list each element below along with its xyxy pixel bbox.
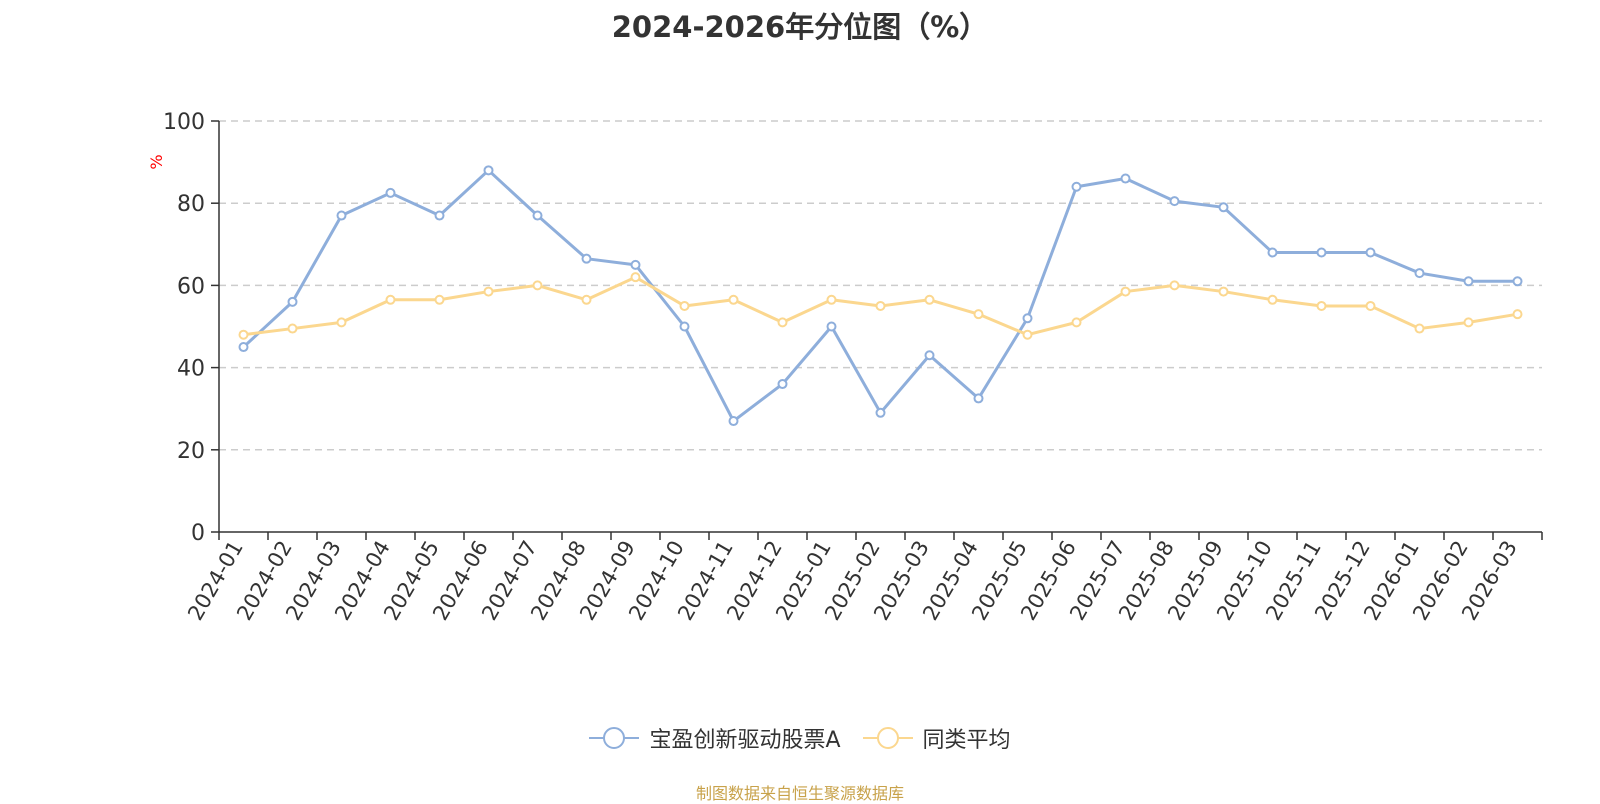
data-point-series-1[interactable] <box>728 294 739 305</box>
data-point-series-1[interactable] <box>679 300 690 311</box>
data-point-series-1[interactable] <box>483 286 494 297</box>
data-point-series-1[interactable] <box>973 309 984 320</box>
chart-title: 2024-2026年分位图（%） <box>611 10 989 44</box>
data-point-series-1[interactable] <box>1218 286 1229 297</box>
data-point-series-0[interactable] <box>483 165 494 176</box>
data-point-series-0[interactable] <box>1267 247 1278 258</box>
data-point-series-0[interactable] <box>1022 313 1033 324</box>
data-point-series-1[interactable] <box>1463 317 1474 328</box>
data-point-series-1[interactable] <box>630 272 641 283</box>
data-point-series-0[interactable] <box>532 210 543 221</box>
data-point-series-1[interactable] <box>385 294 396 305</box>
data-point-series-1[interactable] <box>1267 294 1278 305</box>
data-point-series-0[interactable] <box>287 296 298 307</box>
y-tick-label: 40 <box>177 357 205 382</box>
data-point-series-0[interactable] <box>238 342 249 353</box>
data-point-series-1[interactable] <box>924 294 935 305</box>
data-point-series-1[interactable] <box>875 300 886 311</box>
data-point-series-0[interactable] <box>1512 276 1523 287</box>
data-point-series-0[interactable] <box>875 407 886 418</box>
series-line-0 <box>242 168 1518 423</box>
data-point-series-1[interactable] <box>581 294 592 305</box>
data-point-series-0[interactable] <box>336 210 347 221</box>
data-point-series-0[interactable] <box>434 210 445 221</box>
legend-label: 同类平均 <box>922 728 1011 753</box>
data-point-series-1[interactable] <box>434 294 445 305</box>
data-point-series-0[interactable] <box>1120 173 1131 184</box>
data-point-series-0[interactable] <box>1365 247 1376 258</box>
data-point-series-1[interactable] <box>777 317 788 328</box>
data-point-series-1[interactable] <box>826 294 837 305</box>
data-point-series-1[interactable] <box>1169 280 1180 291</box>
data-point-series-1[interactable] <box>1512 309 1523 320</box>
data-point-series-1[interactable] <box>1022 329 1033 340</box>
y-axis-label: % <box>147 154 166 169</box>
data-point-series-0[interactable] <box>630 259 641 270</box>
source-note: 制图数据来自恒生聚源数据库 <box>695 784 904 803</box>
y-tick-label: 60 <box>177 274 205 299</box>
legend-line-marker-icon <box>589 727 640 749</box>
legend-item-series-0[interactable]: 宝盈创新驱动股票A <box>589 722 841 754</box>
y-tick-label: 80 <box>177 192 205 217</box>
data-point-series-0[interactable] <box>679 321 690 332</box>
data-point-series-0[interactable] <box>1218 202 1229 213</box>
data-point-series-0[interactable] <box>924 350 935 361</box>
data-point-series-0[interactable] <box>973 393 984 404</box>
data-point-series-0[interactable] <box>581 253 592 264</box>
data-point-series-0[interactable] <box>1316 247 1327 258</box>
data-point-series-1[interactable] <box>1316 300 1327 311</box>
data-point-series-0[interactable] <box>826 321 837 332</box>
legend-label: 宝盈创新驱动股票A <box>649 728 841 753</box>
legend: 宝盈创新驱动股票A 同类平均 <box>0 722 1600 754</box>
data-point-series-1[interactable] <box>336 317 347 328</box>
data-point-series-0[interactable] <box>385 187 396 198</box>
data-point-series-1[interactable] <box>1071 317 1082 328</box>
data-point-series-0[interactable] <box>1169 196 1180 207</box>
data-point-series-1[interactable] <box>238 329 249 340</box>
legend-line-marker-icon <box>862 727 913 749</box>
data-point-series-0[interactable] <box>1463 276 1474 287</box>
data-point-series-0[interactable] <box>1071 181 1082 192</box>
data-point-series-1[interactable] <box>1120 286 1131 297</box>
data-point-series-0[interactable] <box>777 379 788 390</box>
y-tick-label: 100 <box>163 110 205 135</box>
data-point-series-1[interactable] <box>532 280 543 291</box>
y-tick-label: 20 <box>177 439 205 464</box>
data-point-series-0[interactable] <box>1414 268 1425 279</box>
y-tick-label: 0 <box>191 521 205 546</box>
data-point-series-0[interactable] <box>728 416 739 427</box>
legend-item-series-1[interactable]: 同类平均 <box>862 722 1011 754</box>
data-point-series-1[interactable] <box>1414 323 1425 334</box>
data-point-series-1[interactable] <box>287 323 298 334</box>
data-point-series-1[interactable] <box>1365 300 1376 311</box>
